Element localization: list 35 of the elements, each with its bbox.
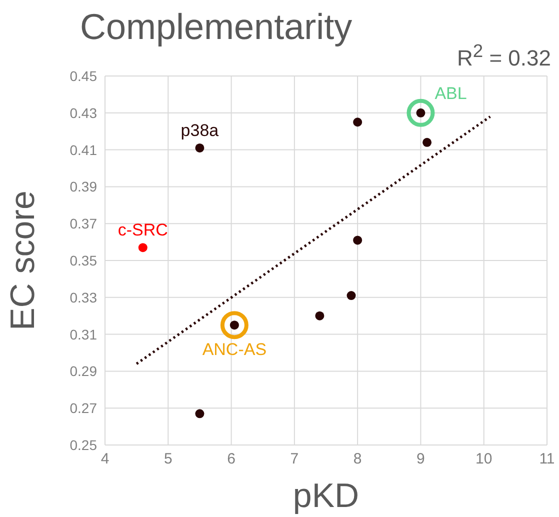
y-tick-label: 0.39 bbox=[70, 178, 98, 195]
y-tick-label: 0.25 bbox=[70, 436, 98, 453]
y-axis-title: EC score bbox=[4, 190, 42, 330]
point bbox=[353, 236, 362, 245]
point bbox=[422, 138, 432, 147]
series-label: p38a bbox=[180, 120, 220, 140]
y-tick-label: 0.29 bbox=[70, 363, 98, 380]
series-label: c-SRC bbox=[118, 220, 168, 240]
point bbox=[195, 143, 204, 152]
y-tick-label: 0.27 bbox=[70, 400, 98, 416]
x-tick-label: 6 bbox=[227, 450, 236, 468]
x-tick-label: 7 bbox=[290, 450, 299, 468]
point bbox=[353, 118, 362, 127]
y-tick-label: 0.35 bbox=[70, 252, 98, 268]
point bbox=[195, 409, 204, 418]
y-tick-label: 0.33 bbox=[70, 289, 98, 306]
series-label: ABL bbox=[434, 84, 467, 103]
point bbox=[315, 311, 324, 320]
y-tick-label: 0.43 bbox=[70, 104, 98, 121]
chart-title: Complementarity bbox=[80, 6, 352, 48]
point bbox=[138, 243, 148, 252]
y-tick-label: 0.41 bbox=[70, 142, 98, 158]
y-tick-label: 0.45 bbox=[70, 68, 98, 84]
y-tick-label: 0.37 bbox=[70, 216, 98, 232]
x-tick-label: 9 bbox=[416, 450, 425, 468]
x-axis-title: pKD bbox=[292, 477, 360, 515]
x-tick-label: 11 bbox=[539, 450, 555, 468]
x-tick-label: 10 bbox=[476, 450, 492, 468]
y-tick-label: 0.31 bbox=[70, 326, 98, 342]
x-tick-label: 5 bbox=[164, 450, 172, 468]
x-tick-label: 4 bbox=[100, 450, 110, 468]
text: R$^{2}$ = 0.32 bbox=[457, 40, 551, 72]
x-tick-label: 8 bbox=[353, 450, 362, 468]
point bbox=[346, 291, 356, 300]
series-label: ANC-AS bbox=[202, 340, 267, 360]
